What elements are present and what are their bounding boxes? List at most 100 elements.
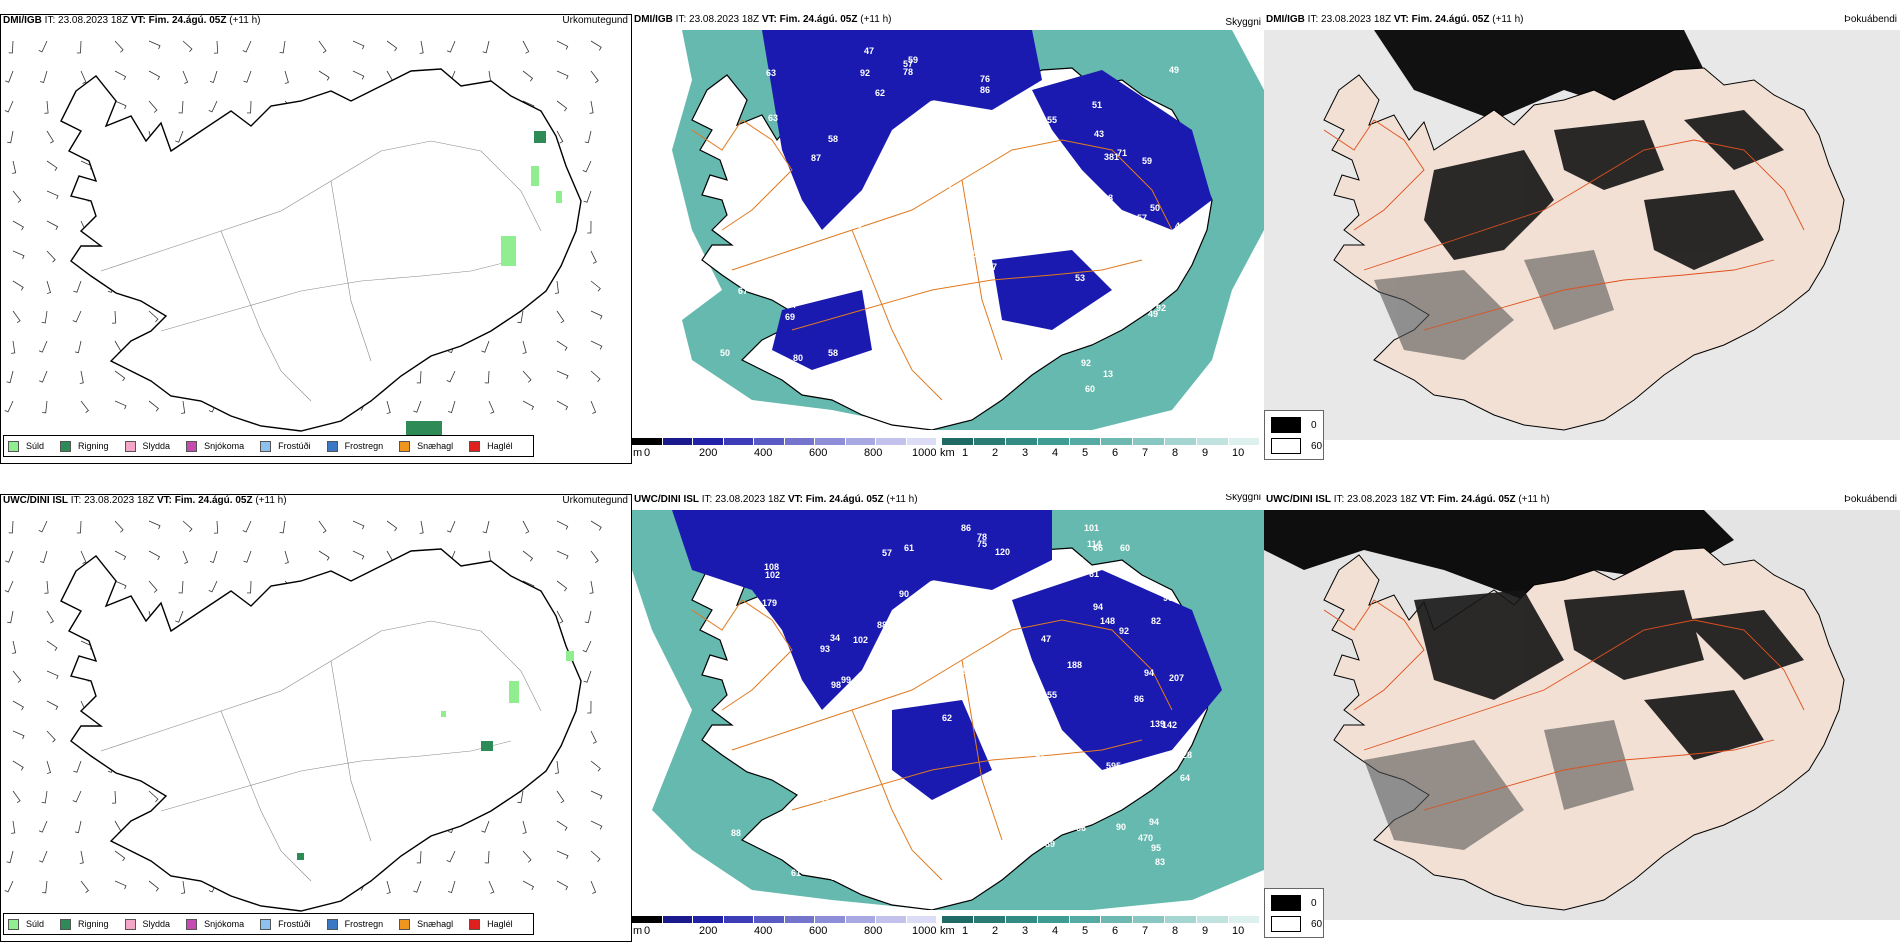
- visibility-tick: 8: [1172, 925, 1179, 937]
- ceiling-value-label: 43: [747, 274, 758, 284]
- ceiling-value-label: 51: [918, 383, 929, 393]
- wind-barb: [114, 40, 124, 53]
- ceiling-value-label: 51: [918, 175, 929, 185]
- legend-swatch: [8, 440, 19, 452]
- ceiling-value-label: 51: [892, 149, 903, 159]
- roads: [100, 140, 542, 402]
- wind-barb: [38, 820, 48, 833]
- legend-label: Súld: [26, 919, 45, 929]
- fog-panel-top: DMI/IGB IT: 23.08.2023 18Z VT: Fim. 24.á…: [1264, 14, 1900, 464]
- wind-barb: [178, 100, 184, 114]
- legend-item-snow: Snjókoma: [186, 918, 244, 930]
- visibility-colorbar-strip: [942, 916, 1260, 923]
- wind-barb: [242, 520, 252, 533]
- wind-barb: [590, 40, 602, 51]
- wind-barb: [72, 790, 82, 803]
- iceland-map: [4, 520, 603, 912]
- ceiling-value-label: 78: [903, 67, 914, 77]
- wind-barb: [12, 700, 24, 711]
- legend-swatch: [186, 440, 198, 452]
- wind-barb: [46, 730, 56, 743]
- legend-item-graupel: Snæhagl: [399, 440, 454, 452]
- wind-barb: [46, 760, 52, 774]
- legend-label: Haglél: [487, 919, 513, 929]
- ceiling-value-label: 76: [1035, 754, 1046, 764]
- wind-barb: [352, 520, 365, 530]
- ceiling-value-label: 75: [977, 539, 988, 549]
- wind-barb: [419, 40, 424, 54]
- fog-map: [1264, 510, 1900, 920]
- wind-barb: [38, 40, 48, 53]
- legend-item-sleet: Slydda: [124, 440, 170, 452]
- wind-barb: [12, 790, 21, 804]
- ceiling-visibility-colorbar: m 0 200 400 600 800 1000 km 1 2 3 4 5 6 …: [632, 914, 1264, 940]
- wind-barb: [590, 370, 601, 382]
- legend-label: Rigning: [78, 441, 109, 451]
- roads: [100, 620, 542, 882]
- wind-barb: [413, 400, 422, 413]
- wind-barb: [446, 370, 456, 383]
- wind-barb: [46, 700, 59, 710]
- ceiling-value-label: 90: [1163, 593, 1174, 603]
- wind-barb: [12, 730, 25, 740]
- wind-barb: [556, 310, 565, 324]
- ceiling-value-label: 57: [943, 180, 954, 190]
- ceiling-value-label: 82: [821, 848, 832, 858]
- wind-barb: [590, 790, 603, 800]
- fog-dense-sea: [1264, 510, 1734, 600]
- ceiling-value-label: 53: [786, 692, 797, 702]
- wind-barb: [590, 760, 601, 772]
- legend-swatch: [1271, 916, 1301, 932]
- ceiling-value-label: 88: [1014, 717, 1025, 727]
- wind-barb: [556, 100, 568, 112]
- legend-item-freezing-rain: Frostregn: [326, 918, 383, 930]
- wind-barb: [590, 400, 597, 414]
- ceiling-value-label: 139: [1150, 719, 1166, 729]
- legend-swatch: [60, 440, 72, 452]
- wind-barb: [488, 400, 495, 414]
- wind-barb: [148, 40, 161, 50]
- legend-label: 0: [1311, 419, 1317, 431]
- legend-swatch: [1271, 417, 1301, 433]
- legend-label: Snæhagl: [417, 919, 454, 929]
- wind-barb: [352, 40, 365, 50]
- wind-barb: [584, 610, 592, 624]
- ceiling-value-label: 80: [793, 353, 804, 363]
- iceland-map: [4, 40, 603, 441]
- ceiling-value-label: 48: [806, 371, 817, 381]
- ceiling-value-label: 53: [921, 212, 932, 222]
- wind-barb: [175, 610, 184, 623]
- wind-barb: [446, 850, 456, 863]
- roads: [691, 599, 1173, 881]
- ceiling-value-label: 47: [864, 46, 875, 56]
- wind-barb: [522, 70, 534, 82]
- wind-barb: [79, 370, 84, 384]
- ceiling-value-label: 57: [903, 59, 914, 69]
- wind-barb: [114, 580, 127, 590]
- drizzle-areas: [441, 651, 574, 717]
- ceiling-value-label: 381: [1104, 152, 1120, 162]
- ceiling-value-label: 61: [868, 386, 879, 396]
- legend-label: Snæhagl: [417, 441, 454, 451]
- legend-swatch: [186, 918, 198, 930]
- ceiling-value-label: 47: [1041, 634, 1052, 644]
- fog-panel-bottom: UWC/DINI ISL IT: 23.08.2023 18Z VT: Fim.…: [1264, 494, 1900, 942]
- wind-barb: [589, 580, 594, 594]
- precip-type-legend: Súld Rigning Slydda Snjókoma Frostúði Fr…: [3, 913, 534, 935]
- wind-barb: [590, 70, 599, 84]
- wind-barb: [284, 70, 289, 84]
- wind-barb: [484, 850, 490, 864]
- ceiling-value-label: 99: [841, 675, 852, 685]
- ceiling-value-label: 55: [1047, 690, 1058, 700]
- wind-barb: [46, 190, 59, 200]
- wind-barb: [38, 340, 48, 353]
- ceiling-value-label: 34: [830, 633, 841, 643]
- wind-barb: [46, 250, 56, 263]
- wind-barb: [482, 520, 490, 534]
- wind-barb: [352, 70, 365, 80]
- ceiling-value-label: 166: [739, 713, 755, 723]
- ceiling-value-label: 60: [1120, 543, 1131, 553]
- panel-parameter: Skyggni: [1225, 494, 1261, 503]
- legend-swatch: [399, 918, 411, 930]
- visibility-tick: 9: [1202, 447, 1209, 459]
